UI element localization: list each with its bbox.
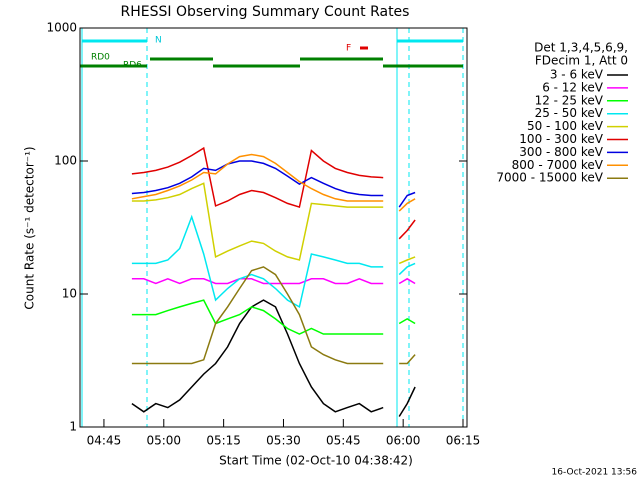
timestamp: 16-Oct-2021 13:56 bbox=[552, 468, 638, 478]
legend-title: FDecim 1, Att 0 bbox=[535, 54, 628, 68]
x-tick-label: 05:45 bbox=[326, 434, 361, 448]
series-line bbox=[131, 214, 416, 309]
x-tick-label: 05:15 bbox=[206, 434, 241, 448]
y-tick-label: 10 bbox=[62, 287, 77, 301]
state-bars: N F RD0 RD6 bbox=[80, 28, 464, 427]
x-tick-label: 06:15 bbox=[446, 434, 481, 448]
series-line bbox=[131, 182, 416, 265]
legend-label: 800 - 7000 keV bbox=[512, 158, 604, 172]
x-tick-label: 05:30 bbox=[266, 434, 301, 448]
series-line bbox=[131, 153, 416, 212]
y-axis-label: Count Rate (s⁻¹ detector⁻¹) bbox=[23, 146, 37, 309]
x-tick-label: 06:00 bbox=[386, 434, 421, 448]
chart-title: RHESSI Observing Summary Count Rates bbox=[121, 4, 410, 20]
legend-label: 50 - 100 keV bbox=[527, 119, 604, 133]
legend-label: 6 - 12 keV bbox=[542, 80, 604, 94]
annotation: RD6 bbox=[123, 61, 142, 71]
legend-label: 12 - 25 keV bbox=[535, 93, 604, 107]
legend-label: 300 - 800 keV bbox=[519, 145, 603, 159]
series-line bbox=[131, 146, 416, 240]
y-tick-label: 1 bbox=[69, 420, 77, 434]
legend-label: 3 - 6 keV bbox=[550, 68, 604, 82]
legend-label: 100 - 300 keV bbox=[519, 132, 603, 146]
series-line bbox=[131, 160, 416, 208]
legend-label: 7000 - 15000 keV bbox=[496, 171, 603, 185]
annotation: RD0 bbox=[91, 53, 110, 63]
legend-label: 25 - 50 keV bbox=[535, 106, 604, 120]
series-line bbox=[131, 299, 416, 335]
y-tick-label: 1000 bbox=[46, 21, 77, 35]
plot-frame bbox=[79, 27, 468, 428]
series-line bbox=[131, 266, 416, 365]
legend-title: Det 1,3,4,5,6,9, bbox=[534, 41, 628, 55]
x-axis-label: Start Time (02-Oct-10 04:38:42) bbox=[219, 454, 413, 468]
x-tick-label: 04:45 bbox=[87, 434, 122, 448]
annotation: F bbox=[346, 44, 351, 54]
x-tick-label: 05:00 bbox=[146, 434, 181, 448]
series-line bbox=[131, 299, 416, 417]
annotation: N bbox=[155, 36, 162, 46]
y-tick-label: 100 bbox=[54, 154, 77, 168]
series-line bbox=[131, 277, 416, 285]
